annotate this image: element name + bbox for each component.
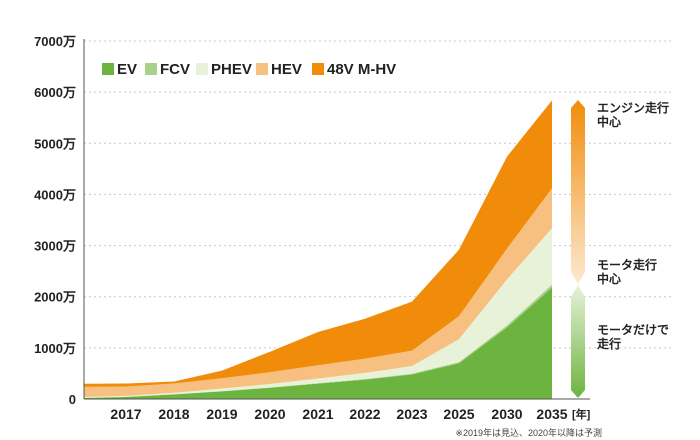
motor-drive-label: モータ走行中心	[597, 257, 657, 286]
legend-swatch	[196, 63, 208, 75]
motor-drive-arrow	[571, 285, 585, 398]
area-phev	[84, 228, 552, 398]
axes: 0 1000万 2000万 3000万 4000万 5000万 6000万 7000万 2017…	[34, 34, 591, 422]
motor-only-label: モータだけで走行	[597, 323, 669, 351]
y-tick-label: 5000万	[34, 136, 76, 151]
x-tick-label: 2030	[491, 406, 522, 422]
legend-label: FCV	[160, 61, 190, 78]
legend-label: HEV	[271, 61, 302, 78]
y-tick-label: 3000万	[34, 239, 76, 254]
legend-label: EV	[117, 61, 137, 78]
forecast-note: ※2019年は見込、2020年以降は予測	[455, 427, 602, 438]
legend-label: 48V M-HV	[327, 61, 396, 78]
legend-swatch	[312, 63, 324, 75]
engine-drive-arrow	[571, 100, 585, 284]
area-ev	[84, 287, 552, 399]
legend-swatch	[145, 63, 157, 75]
x-tick-label: 2019	[206, 406, 237, 422]
legend-swatch	[102, 63, 114, 75]
legend: EV FCV PHEV HEV 48V M-HV	[102, 61, 396, 78]
y-tick-label: 7000万	[34, 34, 76, 49]
x-axis-unit: [年]	[572, 407, 591, 421]
y-tick-label: 2000万	[34, 290, 76, 305]
legend-label: PHEV	[211, 61, 252, 78]
x-tick-label: 2035	[536, 406, 567, 422]
y-tick-label: 0	[69, 392, 76, 407]
x-tick-label: 2023	[396, 406, 427, 422]
area-48v-m-hv	[84, 100, 552, 387]
x-tick-label: 2022	[349, 406, 380, 422]
y-tick-label: 1000万	[34, 341, 76, 356]
x-tick-label: 2017	[110, 406, 141, 422]
x-tick-label: 2018	[158, 406, 189, 422]
y-tick-label: 4000万	[34, 187, 76, 202]
stacked-areas	[84, 100, 552, 399]
x-tick-label: 2020	[254, 406, 285, 422]
legend-swatch	[256, 63, 268, 75]
area-hev	[84, 188, 552, 398]
y-tick-label: 6000万	[34, 85, 76, 100]
x-tick-label: 2021	[302, 406, 333, 422]
engine-drive-label: エンジン走行中心	[597, 100, 669, 129]
x-tick-label: 2025	[443, 406, 474, 422]
